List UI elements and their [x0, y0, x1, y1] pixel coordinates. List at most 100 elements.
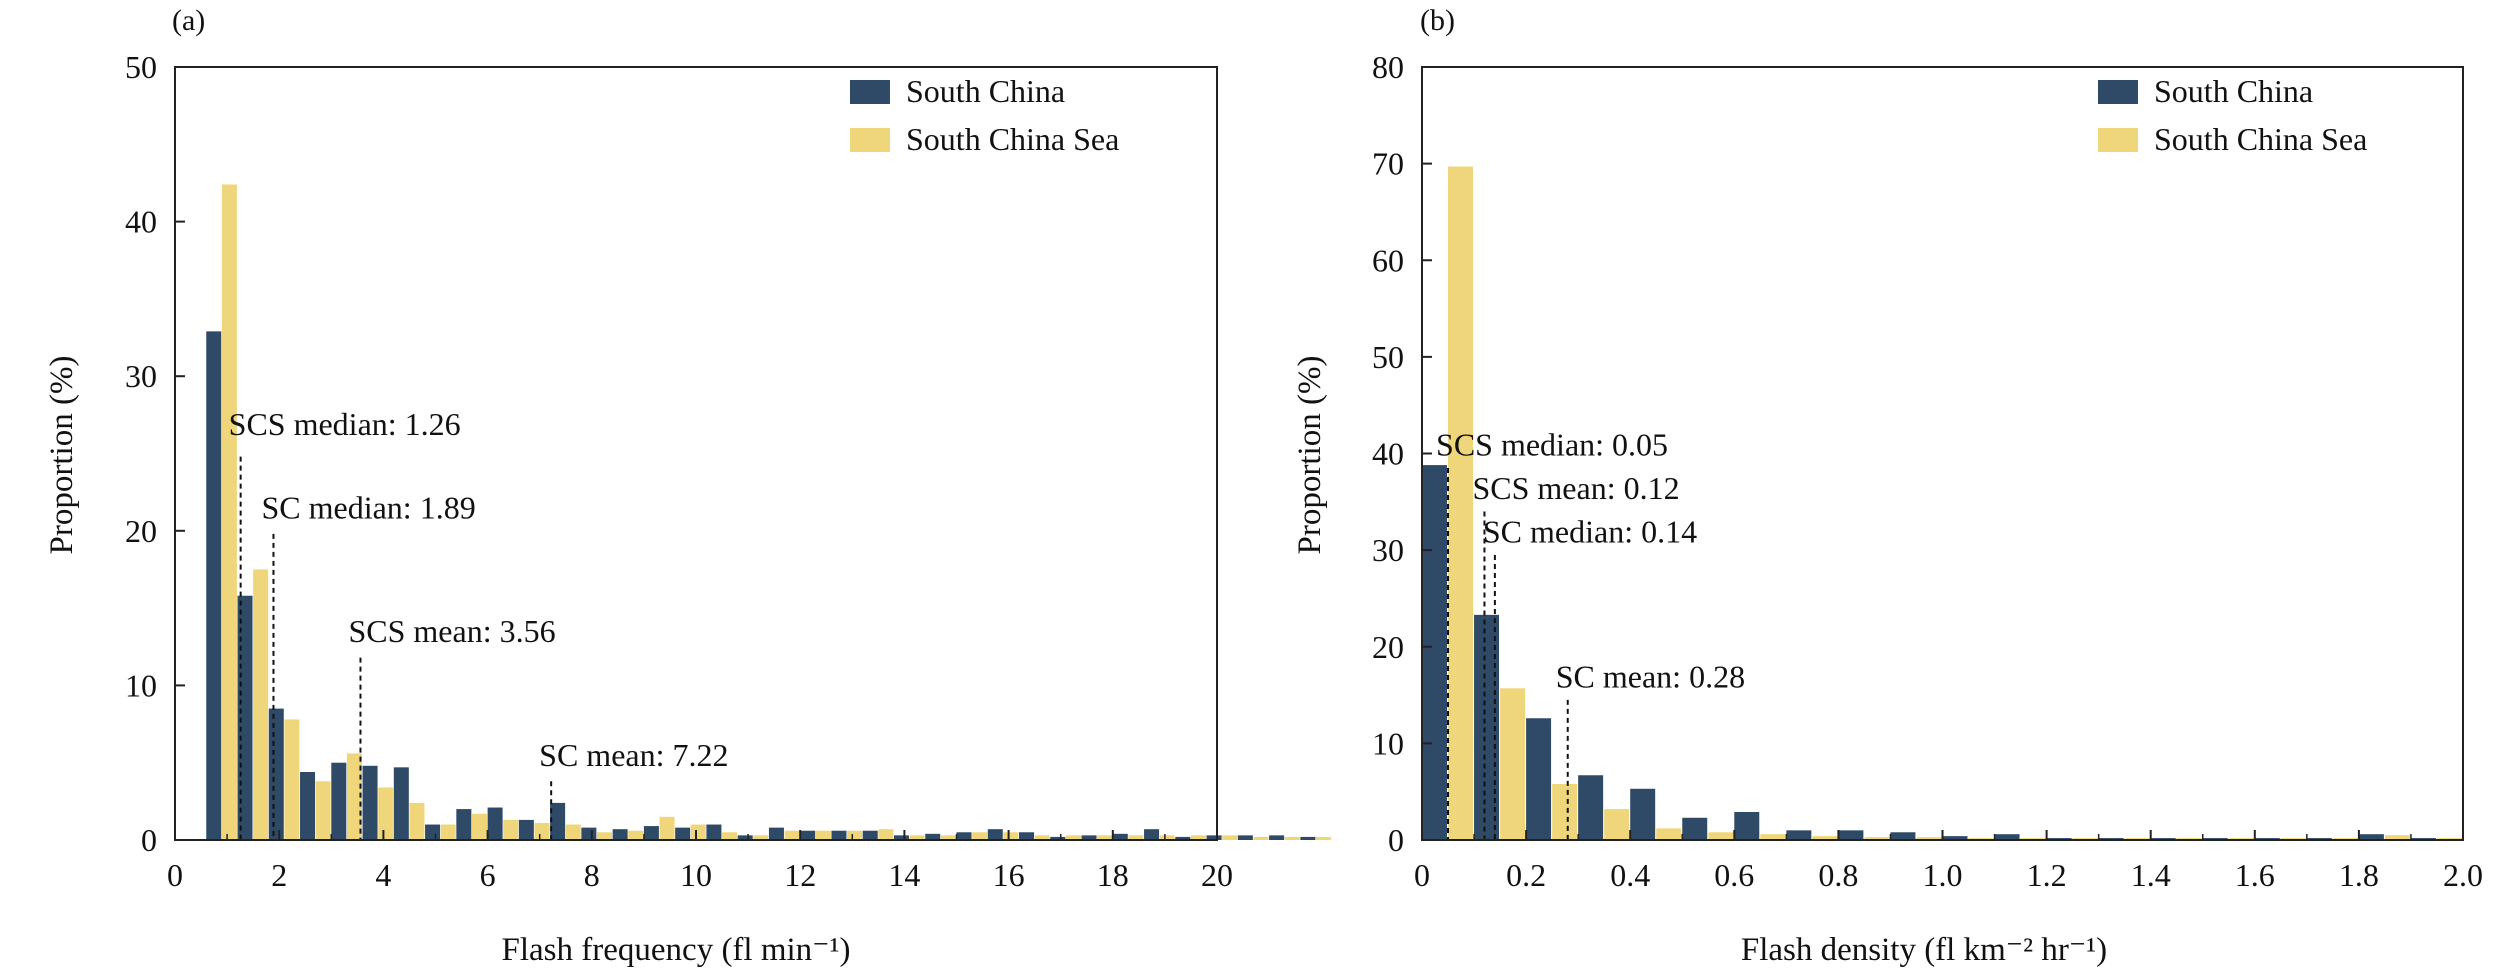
bar-a-series0-bin20 [831, 830, 847, 840]
annotation-label-b-1: SCS mean: 0.12 [1472, 470, 1679, 506]
bar-a-series1-bin4 [346, 753, 362, 840]
y-tick-label-b-5: 50 [1372, 339, 1404, 375]
y-tick-label-b-6: 60 [1372, 242, 1404, 278]
panel-b-legend: South China South China Sea [2098, 73, 2367, 157]
bar-a-series0-bin25 [987, 829, 1003, 840]
bar-a-series1-bin35 [1315, 836, 1331, 840]
bar-b-series1-bin7 [1812, 836, 1838, 840]
bar-a-series1-bin9 [503, 819, 519, 840]
y-tick-label-a-1: 10 [125, 667, 157, 703]
bar-a-series0-bin10 [518, 819, 534, 840]
x-tick-label-a-6: 12 [784, 857, 816, 893]
bar-b-series1-bin3 [1604, 809, 1630, 840]
bar-b-series1-bin18 [2384, 835, 2410, 840]
bar-b-series1-bin8 [1864, 837, 1890, 840]
plot-frame-a [174, 66, 1218, 841]
x-tick-label-a-8: 16 [993, 857, 1025, 893]
bar-a-series1-bin14 [659, 816, 675, 840]
y-tick-label-a-2: 20 [125, 513, 157, 549]
bar-a-series0-bin26 [1019, 832, 1035, 840]
bar-a-series0-bin13 [612, 829, 628, 840]
panel-b-label: (b) [1420, 4, 1455, 37]
bar-b-series0-bin8 [1838, 830, 1864, 840]
bar-a-series0-bin19 [800, 830, 816, 840]
bar-a-series1-bin0 [221, 184, 237, 840]
legend-a-label-south-china-sea: South China Sea [906, 121, 1119, 157]
annotation-label-a-1: SC median: 1.89 [261, 489, 475, 525]
legend-b-label-south-china-sea: South China Sea [2154, 121, 2367, 157]
bar-b-series0-bin11 [1994, 834, 2020, 840]
bar-a-series1-bin22 [909, 835, 925, 840]
panel-a-legend: South China South China Sea [850, 73, 1119, 157]
legend-b-swatch-south-china-sea [2098, 128, 2138, 152]
bar-a-series0-bin34 [1269, 835, 1285, 840]
bar-a-series0-bin29 [1112, 833, 1128, 840]
bar-a-series1-bin19 [815, 830, 831, 840]
bar-b-series1-bin2 [1552, 783, 1578, 840]
bar-a-series0-bin3 [300, 771, 316, 840]
bar-a-series0-bin22 [893, 835, 909, 840]
x-tick-label-a-5: 10 [680, 857, 712, 893]
bar-b-series0-bin18 [2358, 834, 2384, 840]
bar-b-series0-bin5 [1682, 817, 1708, 840]
bar-a-series1-bin26 [1034, 835, 1050, 840]
bar-a-series0-bin9 [487, 807, 503, 840]
bar-a-series1-bin5 [378, 787, 394, 840]
legend-b-swatch-south-china [2098, 80, 2138, 104]
annotation-label-b-3: SC mean: 0.28 [1556, 658, 1745, 694]
bar-b-series0-bin2 [1526, 718, 1552, 840]
bar-a-series1-bin29 [1128, 835, 1144, 840]
bar-a-series1-bin3 [315, 781, 331, 840]
y-tick-label-b-4: 40 [1372, 436, 1404, 472]
annotation-label-a-0: SCS median: 1.26 [229, 406, 461, 442]
bar-a-series1-bin25 [1003, 832, 1019, 840]
panel-b-xlabel: Flash density (fl km⁻² hr⁻¹) [1741, 932, 2107, 968]
bar-a-series1-bin33 [1253, 836, 1269, 840]
bar-a-series0-bin15 [675, 827, 691, 840]
bar-a-series0-bin16 [706, 824, 722, 840]
bar-a-series0-bin21 [862, 830, 878, 840]
y-tick-label-b-8: 80 [1372, 49, 1404, 85]
panel-a-ylabel: Proportion (%) [44, 356, 80, 555]
bar-b-series1-bin6 [1760, 834, 1786, 840]
bar-b-series0-bin10 [1942, 836, 1968, 840]
bar-b-series0-bin3 [1578, 775, 1604, 840]
x-tick-label-a-1: 2 [271, 857, 287, 893]
annotation-label-a-2: SCS mean: 3.56 [348, 613, 555, 649]
bar-a-series0-bin8 [456, 809, 472, 840]
panel-b-axes: 0 0.2 0.4 0.6 0.8 1.0 1.2 1.4 1.6 1.8 2.0 0 10 20 30 40… [1372, 49, 2483, 893]
bar-a-series0-bin30 [1144, 829, 1160, 840]
bar-a-series0-bin12 [581, 827, 597, 840]
panel-a-axes: 0 2 4 6 8 10 12 14 16 18 20 0 10 20 30 40 50 [125, 49, 1233, 893]
bar-a-series0-bin5 [362, 765, 378, 840]
bar-b-series0-bin4 [1630, 788, 1656, 840]
x-tick-label-a-9: 18 [1097, 857, 1129, 893]
bar-a-series0-bin31 [1175, 836, 1191, 840]
bar-b-series0-bin7 [1786, 830, 1812, 840]
bar-a-series1-bin12 [597, 832, 613, 840]
bar-a-series0-bin4 [331, 762, 347, 840]
bar-a-series1-bin31 [1190, 835, 1206, 840]
x-tick-label-b-8: 1.6 [2235, 857, 2275, 893]
bar-a-series1-bin7 [440, 824, 456, 840]
bar-a-series1-bin18 [784, 830, 800, 840]
panel-a-bars [206, 184, 1331, 840]
bar-a-series0-bin35 [1300, 836, 1316, 840]
bar-a-series0-bin32 [1206, 835, 1222, 840]
bar-a-series0-bin23 [925, 833, 941, 840]
bar-b-series0-bin6 [1734, 811, 1760, 840]
bar-a-series1-bin15 [690, 824, 706, 840]
y-tick-label-b-1: 10 [1372, 725, 1404, 761]
bar-a-series0-bin24 [956, 832, 972, 840]
bar-a-series1-bin24 [972, 832, 988, 840]
bar-a-series1-bin34 [1284, 836, 1300, 840]
bar-a-series1-bin23 [940, 835, 956, 840]
bar-a-series1-bin8 [471, 813, 487, 840]
bar-a-series1-bin32 [1222, 835, 1238, 840]
bar-a-series1-bin10 [534, 822, 550, 840]
x-tick-label-a-10: 20 [1201, 857, 1233, 893]
x-tick-label-b-6: 1.2 [2027, 857, 2067, 893]
panel-b: (b) SCS median: 0.05 SCS mean: 0.12 SC med… [1292, 4, 2483, 968]
bar-a-series0-bin28 [1081, 835, 1097, 840]
